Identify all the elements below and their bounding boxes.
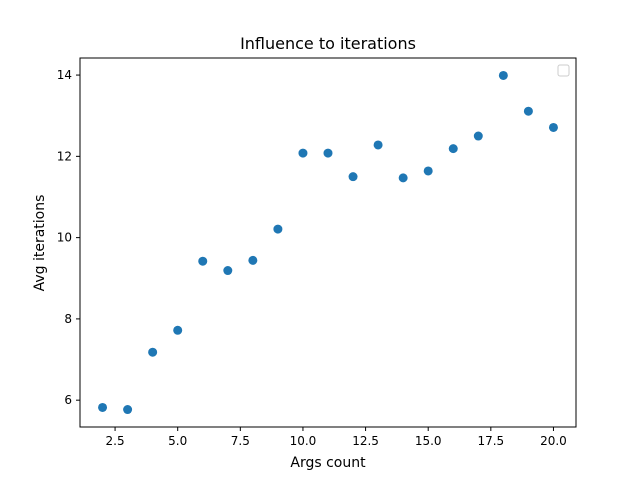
x-tick-label: 12.5	[352, 434, 379, 448]
y-axis-label: Avg iterations	[32, 195, 48, 292]
x-tick-label: 10.0	[290, 434, 317, 448]
data-point	[323, 148, 333, 158]
data-point	[223, 266, 233, 276]
y-tick-label: 14	[57, 68, 72, 82]
data-point	[548, 122, 558, 132]
data-point	[423, 166, 433, 176]
x-tick-label: 2.5	[106, 434, 125, 448]
data-point	[198, 256, 208, 266]
plot-area	[98, 70, 558, 415]
data-point	[448, 144, 458, 154]
data-point	[298, 148, 308, 158]
data-point	[98, 402, 108, 412]
data-point	[498, 70, 508, 80]
data-point	[148, 347, 158, 357]
y-tick-label: 10	[57, 231, 72, 245]
data-point	[123, 405, 133, 415]
y-tick-label: 12	[57, 149, 72, 163]
data-point	[273, 224, 283, 234]
axes-frame	[79, 57, 577, 428]
data-point	[398, 173, 408, 183]
data-point	[373, 140, 383, 150]
data-point	[523, 106, 533, 116]
axes: 2.5 5.0 7.5 10.0 12.5 15.0 17.5 20.0 6 8 10 12 14	[57, 57, 577, 448]
x-tick-label: 7.5	[231, 434, 250, 448]
legend	[557, 64, 570, 77]
x-tick-label: 17.5	[477, 434, 504, 448]
data-point	[173, 325, 183, 335]
x-tick-label: 5.0	[168, 434, 187, 448]
data-point	[473, 131, 483, 141]
data-point	[248, 255, 258, 265]
y-tick-label: 6	[64, 393, 72, 407]
x-tick-label: 15.0	[415, 434, 442, 448]
x-axis-label: Args count	[290, 455, 366, 471]
chart-title: Influence to iterations	[240, 34, 416, 53]
y-tick-label: 8	[64, 312, 72, 326]
x-tick-label: 20.0	[540, 434, 567, 448]
data-point	[348, 172, 358, 182]
